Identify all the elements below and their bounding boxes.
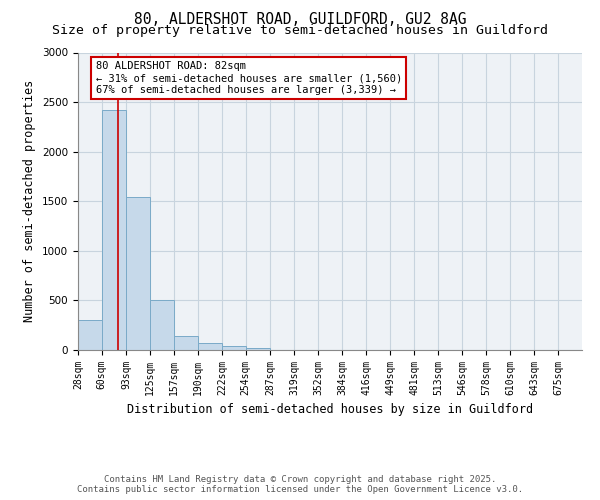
X-axis label: Distribution of semi-detached houses by size in Guildford: Distribution of semi-detached houses by … (127, 404, 533, 416)
Text: 80 ALDERSHOT ROAD: 82sqm
← 31% of semi-detached houses are smaller (1,560)
67% o: 80 ALDERSHOT ROAD: 82sqm ← 31% of semi-d… (95, 62, 402, 94)
Bar (246, 348, 270, 350)
Bar (222, 346, 246, 350)
Text: Size of property relative to semi-detached houses in Guildford: Size of property relative to semi-detach… (52, 24, 548, 37)
Y-axis label: Number of semi-detached properties: Number of semi-detached properties (23, 80, 37, 322)
Bar (198, 343, 222, 350)
Text: 80, ALDERSHOT ROAD, GUILDFORD, GU2 8AG: 80, ALDERSHOT ROAD, GUILDFORD, GU2 8AG (134, 12, 466, 28)
Bar (102, 110, 126, 350)
Text: Contains HM Land Registry data © Crown copyright and database right 2025.
Contai: Contains HM Land Registry data © Crown c… (77, 474, 523, 494)
Bar (174, 336, 198, 350)
Bar (150, 300, 174, 350)
Bar (78, 320, 102, 350)
Bar (126, 198, 150, 350)
